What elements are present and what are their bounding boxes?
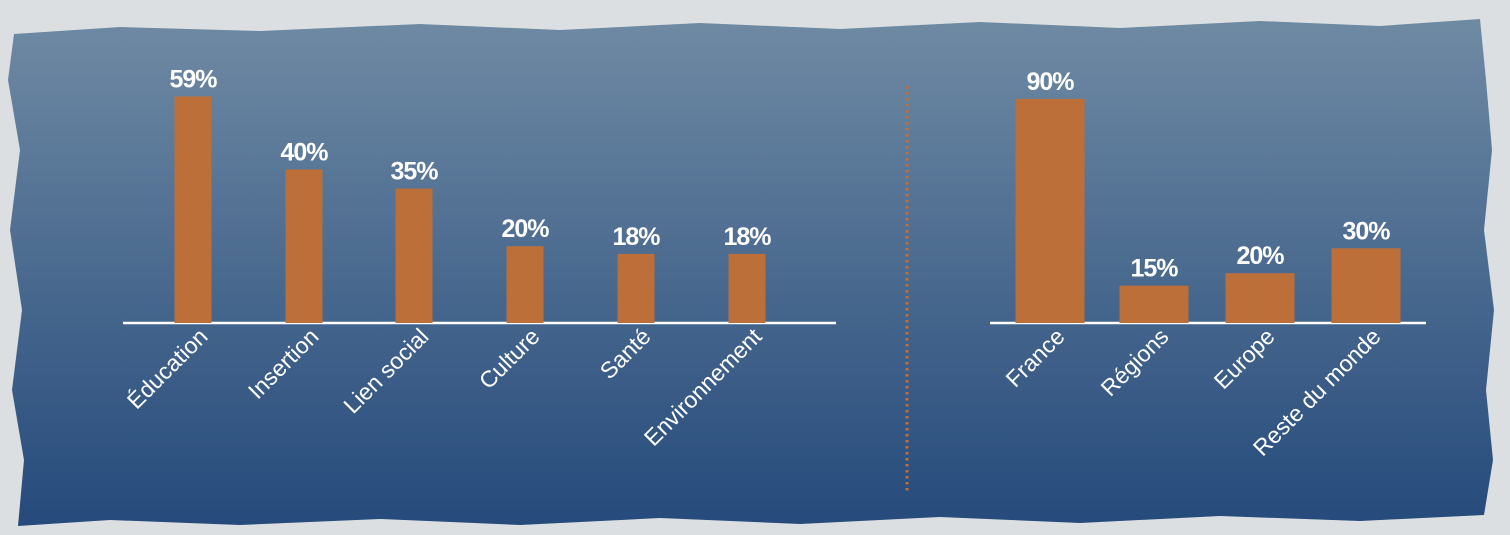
value-label-europe: 20% <box>1236 242 1284 270</box>
bar-insertion <box>285 169 323 323</box>
value-label-sante: 18% <box>612 223 660 251</box>
value-label-reste-du-monde: 30% <box>1342 217 1390 245</box>
value-label-france: 90% <box>1026 68 1074 96</box>
value-label-insertion: 40% <box>280 138 328 166</box>
bar-regions <box>1119 285 1189 323</box>
value-label-culture: 20% <box>501 215 549 243</box>
bar-france <box>1015 98 1085 324</box>
bar-reste-du-monde <box>1331 248 1401 323</box>
value-label-regions: 15% <box>1130 255 1178 283</box>
value-label-environnement: 18% <box>723 223 771 251</box>
value-label-education: 59% <box>169 65 217 93</box>
value-label-lien-social: 35% <box>390 158 438 186</box>
bar-education <box>174 96 212 323</box>
bar-environnement <box>728 253 766 323</box>
bar-europe <box>1225 273 1295 323</box>
bar-culture <box>506 246 544 323</box>
bar-sante <box>617 253 655 323</box>
bar-lien-social <box>395 188 433 323</box>
